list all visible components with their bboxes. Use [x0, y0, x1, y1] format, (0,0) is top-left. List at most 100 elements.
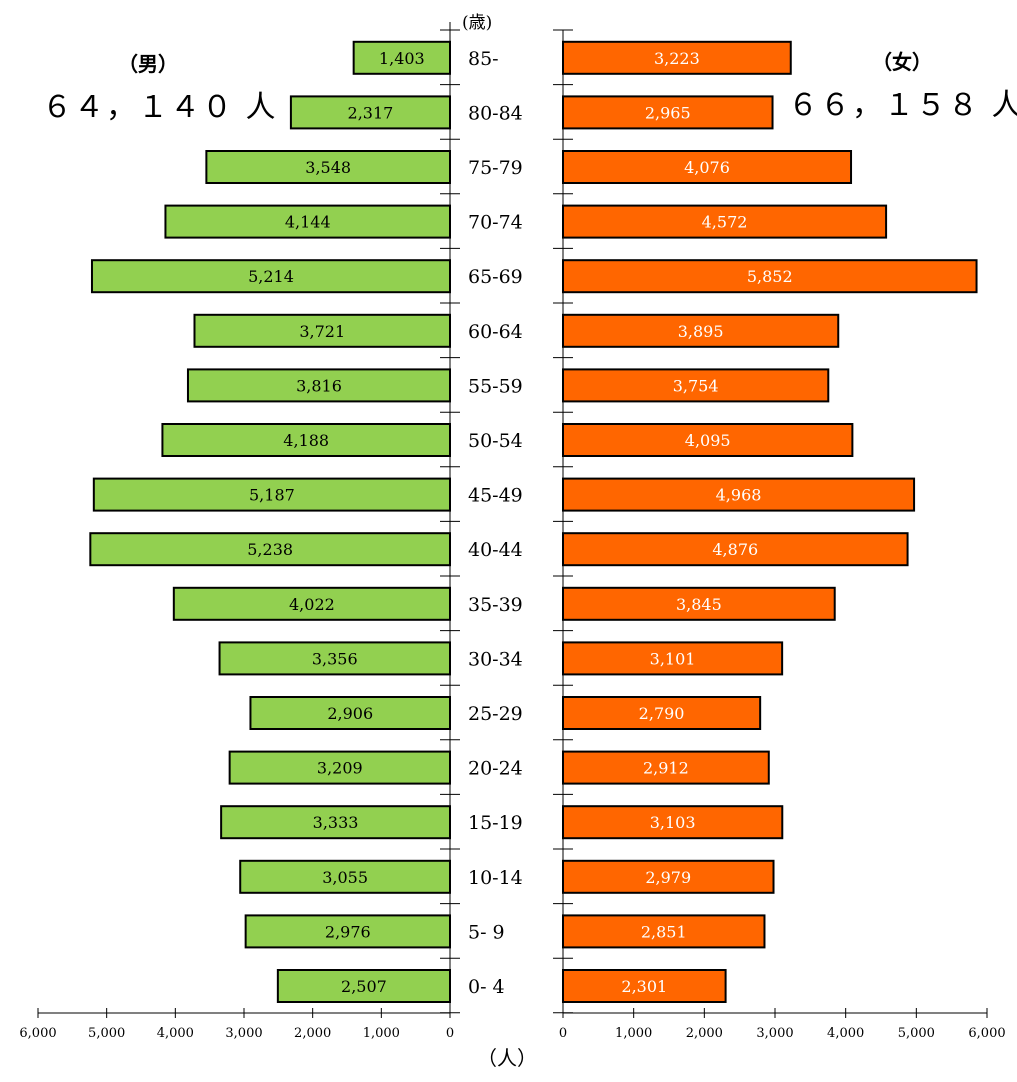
male-bar [172, 586, 451, 621]
age-group-label: 40-44 [468, 539, 523, 561]
male-bar [352, 40, 452, 75]
male-x-tick-label: 6,000 [19, 1026, 56, 1041]
age-group-label: 25-29 [468, 703, 523, 725]
age-group-label: 55-59 [468, 375, 523, 397]
male-total: ６４，１４０ 人 [42, 90, 278, 125]
age-axis-unit: (歳) [462, 13, 493, 33]
male-bar [228, 750, 451, 785]
age-group-label: 85- [468, 48, 499, 70]
male-bar [205, 150, 451, 184]
male-x-tick-label: 5,000 [88, 1026, 125, 1041]
male-bar-label: 2,906 [327, 704, 373, 723]
female-x-tick-label: 3,000 [756, 1026, 793, 1041]
male-bar-label: 4,022 [289, 595, 335, 614]
male-x-tick-label: 4,000 [157, 1026, 194, 1041]
female-bar-label: 3,895 [678, 322, 724, 341]
female-x-tick-label: 2,000 [686, 1026, 723, 1041]
female-bar-label: 3,845 [676, 595, 722, 614]
male-header: （男） [118, 52, 178, 76]
female-bar [562, 805, 784, 840]
male-bar-label: 3,055 [322, 868, 368, 887]
female-bar [562, 204, 888, 239]
male-x-tick-label: 3,000 [225, 1026, 262, 1041]
female-bar-label: 2,851 [641, 922, 687, 941]
male-bar-label: 5,214 [248, 267, 294, 286]
male-bar-label: 2,976 [325, 922, 371, 941]
female-bar [562, 477, 916, 512]
male-bar-label: 1,403 [379, 49, 425, 68]
female-bar [562, 914, 766, 949]
male-bar-label: 4,144 [285, 213, 331, 232]
female-x-tick-label: 6,000 [968, 1026, 1005, 1041]
female-bar-label: 4,095 [685, 431, 731, 450]
male-bar [289, 95, 451, 130]
male-bar [92, 477, 452, 512]
male-bar-label: 5,238 [247, 540, 293, 559]
age-group-label: 80-84 [468, 102, 523, 124]
female-x-tick-label: 5,000 [898, 1026, 935, 1041]
male-bar-label: 3,548 [305, 158, 351, 177]
age-labels: 85- 80-84 75-79 70-74 65-69 60-64 55-59 50-54 45… [468, 48, 523, 998]
female-x-tick-label: 0 [559, 1026, 567, 1041]
male-bar-label: 3,721 [299, 322, 345, 341]
female-bar [562, 40, 792, 75]
male-x-tick-label: 2,000 [294, 1026, 331, 1041]
female-bar-label: 4,876 [712, 540, 758, 559]
female-header: （女） [872, 50, 932, 74]
female-axis: 0 1,000 2,000 3,000 4,000 5,000 6,000 [553, 29, 1006, 1041]
age-group-label: 0- 4 [468, 976, 505, 998]
female-bar [562, 313, 840, 348]
male-x-tick-label: 1,000 [363, 1026, 400, 1041]
female-bar [562, 95, 774, 130]
male-bar-label: 2,507 [341, 977, 387, 996]
female-bar-label: 3,223 [654, 49, 700, 68]
age-group-label: 5- 9 [468, 921, 505, 943]
female-bar-label: 2,912 [643, 759, 689, 778]
female-bar-label: 2,979 [645, 868, 691, 887]
female-bar-label: 3,101 [650, 649, 696, 668]
male-bars: 1,403 2,317 3,548 4,144 5,214 3,721 3,816 4,188… [89, 40, 452, 1003]
male-bar-label: 3,356 [312, 649, 358, 668]
female-bar-label: 2,965 [645, 103, 691, 122]
age-group-label: 75-79 [468, 157, 523, 179]
female-bar [562, 150, 853, 184]
male-bar [276, 969, 451, 1003]
age-group-label: 20-24 [468, 758, 523, 780]
female-bar [562, 969, 727, 1003]
male-bar-label: 5,187 [249, 486, 295, 505]
male-bar [186, 368, 452, 403]
female-bar-label: 4,572 [702, 213, 748, 232]
male-bar [220, 805, 451, 840]
male-axis: 6,000 5,000 4,000 3,000 2,000 1,000 0 [19, 22, 460, 1041]
age-group-label: 45-49 [468, 485, 523, 507]
female-bar [562, 586, 836, 621]
female-bar-label: 4,968 [716, 486, 762, 505]
male-bar [193, 313, 451, 348]
age-group-label: 60-64 [468, 321, 523, 343]
male-bar [90, 259, 452, 294]
male-bar [89, 532, 451, 567]
age-group-label: 50-54 [468, 430, 523, 452]
male-bar [161, 423, 451, 457]
age-group-label: 10-14 [468, 867, 523, 889]
female-total: ６６，１５８ 人 [788, 88, 1017, 123]
male-bar [164, 204, 451, 239]
male-x-tick-label: 0 [446, 1026, 454, 1041]
male-bar-label: 3,816 [296, 376, 342, 395]
female-x-tick-label: 4,000 [827, 1026, 864, 1041]
male-bar [239, 859, 451, 894]
male-bar [249, 696, 451, 730]
male-bar-label: 4,188 [283, 431, 329, 450]
female-bar [562, 750, 770, 785]
female-bar-label: 5,852 [747, 267, 793, 286]
female-bars: 3,223 2,965 4,076 4,572 5,852 3,895 3,754 4,095… [562, 40, 978, 1003]
female-bar [562, 532, 909, 567]
female-bar-label: 2,301 [621, 977, 667, 996]
female-bar-label: 3,103 [650, 813, 696, 832]
male-bar-label: 2,317 [348, 103, 394, 122]
female-bar [562, 259, 978, 294]
female-bar [562, 696, 762, 730]
female-bar-label: 4,076 [684, 158, 730, 177]
x-axis-unit: （人） [477, 1046, 537, 1070]
age-group-label: 70-74 [468, 212, 523, 234]
